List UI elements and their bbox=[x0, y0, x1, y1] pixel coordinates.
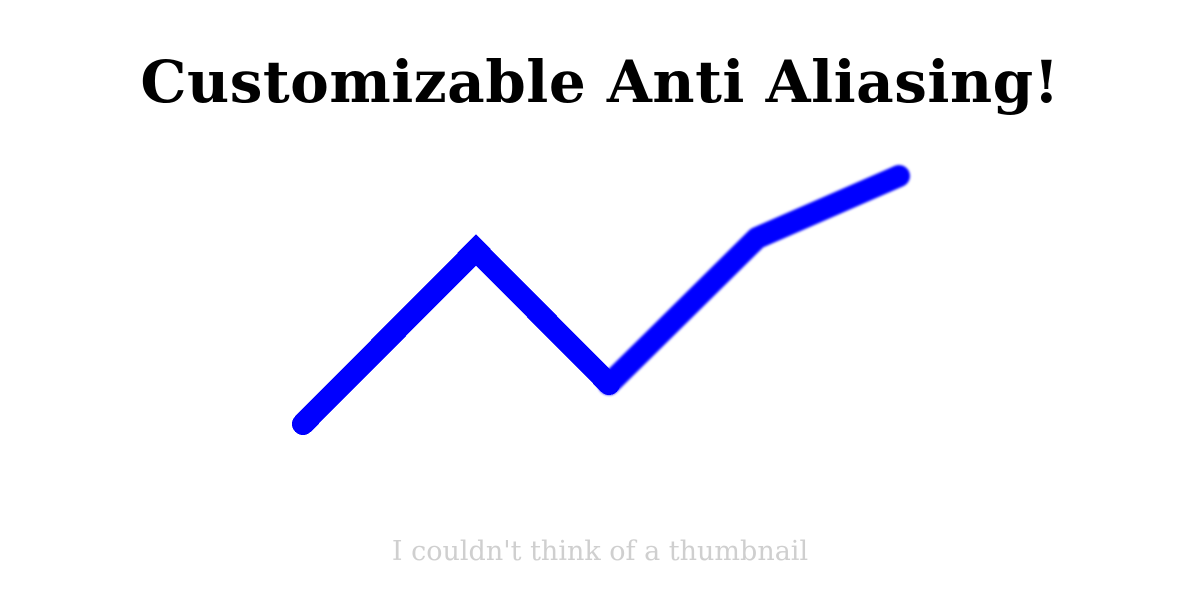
page-title: Customizable Anti Aliasing! bbox=[140, 48, 1060, 116]
caption-text: I couldn't think of a thumbnail bbox=[391, 536, 809, 567]
antialiased-line-segment bbox=[598, 165, 910, 395]
aliased-line-segment bbox=[292, 234, 620, 435]
